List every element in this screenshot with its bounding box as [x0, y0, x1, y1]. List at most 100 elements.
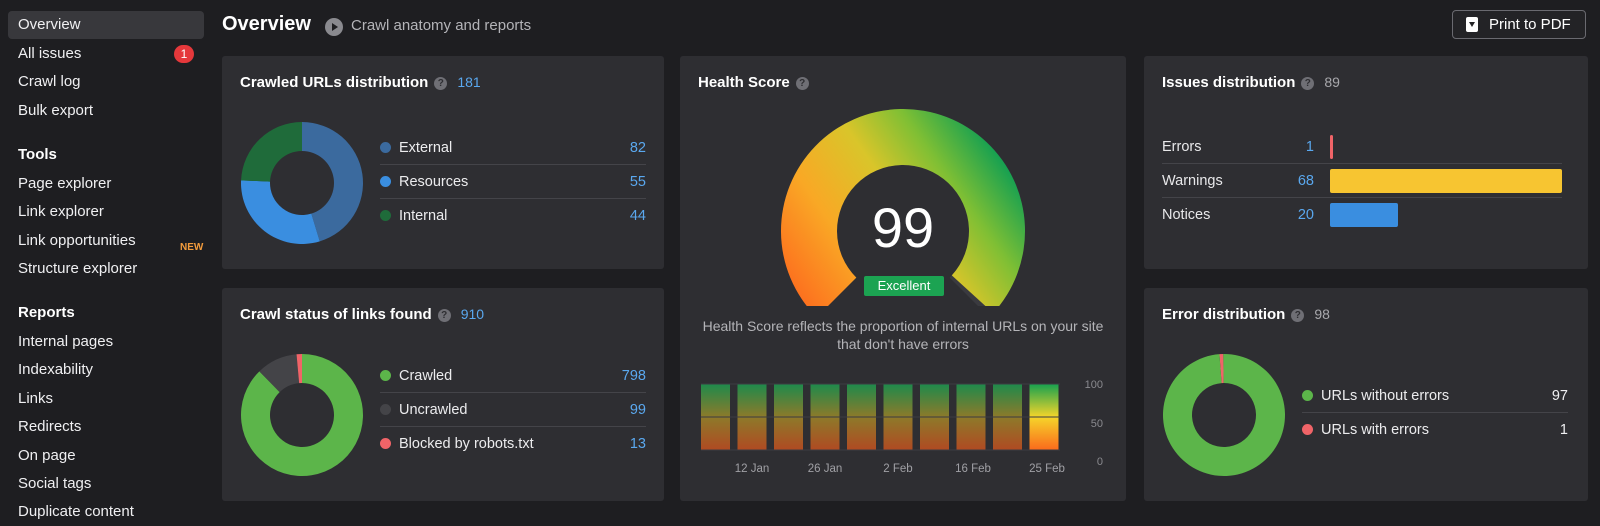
issue-value[interactable]: 1: [1305, 139, 1314, 155]
legend-value[interactable]: 55: [629, 174, 646, 190]
sidebar-item-label: Bulk export: [18, 102, 94, 119]
legend-value[interactable]: 798: [621, 368, 646, 384]
legend-row-resources[interactable]: Resources 55: [380, 165, 646, 199]
card-title-text: Issues distribution: [1162, 74, 1296, 91]
legend-label: URLs with errors: [1321, 422, 1429, 438]
legend-value[interactable]: 1: [1559, 422, 1568, 438]
legend-row-crawled[interactable]: Crawled 798: [380, 359, 646, 393]
history-x-tick: 16 Feb: [955, 463, 991, 475]
legend-label: Blocked by robots.txt: [399, 436, 534, 452]
crawl-status-title: Crawl status of links found? 910: [240, 306, 484, 323]
help-icon[interactable]: ?: [434, 77, 448, 90]
legend-dot: [1302, 424, 1313, 435]
issue-row-errors[interactable]: Errors 1: [1162, 130, 1562, 164]
sidebar-item-duplicate-content[interactable]: Duplicate content: [8, 498, 204, 526]
sidebar-item-structure-explorer[interactable]: Structure explorer: [8, 255, 204, 283]
sidebar-item-label: Internal pages: [18, 333, 114, 350]
help-icon[interactable]: ?: [1291, 309, 1305, 322]
issue-bar[interactable]: [1330, 135, 1333, 159]
history-x-tick: 26 Jan: [808, 463, 843, 475]
legend-row-with-errors[interactable]: URLs with errors 1: [1302, 413, 1568, 447]
legend-dot: [380, 370, 391, 381]
download-file-icon: [1466, 17, 1478, 32]
legend-value[interactable]: 82: [629, 140, 646, 156]
issue-label: Errors: [1162, 139, 1202, 155]
tools-heading: Tools: [18, 146, 57, 163]
legend-value[interactable]: 13: [629, 436, 646, 452]
sidebar-item-link-explorer[interactable]: Link explorer: [8, 198, 204, 226]
history-x-tick: 25 Feb: [1029, 463, 1065, 475]
legend-label: URLs without errors: [1321, 388, 1450, 404]
page-subtitle[interactable]: Crawl anatomy and reports: [351, 17, 532, 34]
card-title-text: Error distribution: [1162, 306, 1286, 323]
sidebar-item-social-tags[interactable]: Social tags: [8, 470, 204, 498]
issue-value[interactable]: 20: [1297, 207, 1314, 223]
sidebar-item-label: All issues: [18, 45, 82, 62]
sidebar-item-all-issues[interactable]: All issues 1: [8, 40, 204, 68]
sidebar-item-redirects[interactable]: Redirects: [8, 413, 204, 441]
health-score-value: 99: [872, 196, 934, 259]
legend-dot: [380, 142, 391, 153]
donut-slice-blocked-by-robots-txt[interactable]: [296, 354, 302, 384]
crawled-urls-total[interactable]: 181: [457, 74, 481, 90]
errors-total: 98: [1314, 306, 1330, 322]
issue-row-notices[interactable]: Notices 20: [1162, 198, 1562, 232]
issue-bar[interactable]: [1330, 169, 1562, 193]
issues-distribution-card: Issues distribution? 89 Errors 1 Warnings 6…: [1144, 56, 1588, 269]
donut-slice-uncrawled[interactable]: [259, 354, 300, 393]
donut-slice-resources[interactable]: [241, 180, 320, 244]
issues-title: Issues distribution? 89: [1162, 74, 1340, 91]
play-icon[interactable]: [325, 18, 343, 36]
legend-row-uncrawled[interactable]: Uncrawled 99: [380, 393, 646, 427]
legend-value[interactable]: 99: [629, 402, 646, 418]
donut-slice-crawled[interactable]: [241, 354, 363, 476]
issues-total: 89: [1324, 74, 1340, 90]
donut-slice-internal[interactable]: [241, 122, 302, 182]
sidebar-item-label: Redirects: [18, 418, 82, 435]
new-tag: NEW: [180, 242, 204, 253]
legend-row-external[interactable]: External 82: [380, 131, 646, 165]
sidebar-item-overview[interactable]: Overview: [8, 11, 204, 39]
sidebar-item-indexability[interactable]: Indexability: [8, 356, 204, 384]
card-title-text: Crawl status of links found: [240, 306, 432, 323]
issue-value[interactable]: 68: [1297, 173, 1314, 189]
help-icon[interactable]: ?: [1301, 77, 1315, 90]
card-title-text: Crawled URLs distribution: [240, 74, 429, 91]
sidebar-item-label: Social tags: [18, 475, 92, 492]
sidebar-item-label: Link explorer: [18, 203, 104, 220]
legend-row-without-errors[interactable]: URLs without errors 97: [1302, 379, 1568, 413]
reports-heading: Reports: [18, 304, 75, 321]
crawled-urls-title: Crawled URLs distribution? 181: [240, 74, 481, 91]
donut-slice-urls-with-errors[interactable]: [1219, 354, 1224, 384]
help-icon[interactable]: ?: [437, 309, 451, 322]
sidebar-item-internal-pages[interactable]: Internal pages: [8, 328, 204, 356]
legend-value[interactable]: 44: [629, 208, 646, 224]
legend-label: Resources: [399, 174, 469, 190]
legend-row-blocked[interactable]: Blocked by robots.txt 13: [380, 427, 646, 461]
crawled-urls-donut: [241, 122, 363, 244]
donut-slice-external[interactable]: [302, 122, 363, 242]
health-score-card: Health Score? 99 Excellent Health Score …: [680, 56, 1126, 501]
health-rating-badge: Excellent: [864, 276, 944, 296]
legend-label: External: [399, 140, 453, 156]
issue-bar[interactable]: [1330, 203, 1398, 227]
legend-dot: [380, 404, 391, 415]
page-title: Overview: [222, 13, 311, 35]
legend-row-internal[interactable]: Internal 44: [380, 199, 646, 233]
health-score-gauge: 99: [781, 109, 1025, 306]
legend-dot: [380, 176, 391, 187]
sidebar-item-on-page[interactable]: On page: [8, 442, 204, 470]
sidebar-item-crawl-log[interactable]: Crawl log: [8, 68, 204, 96]
sidebar-item-bulk-export[interactable]: Bulk export: [8, 97, 204, 125]
crawl-status-total[interactable]: 910: [460, 306, 485, 322]
sidebar-item-label: Overview: [18, 16, 81, 33]
issue-row-warnings[interactable]: Warnings 68: [1162, 164, 1562, 198]
print-to-pdf-button[interactable]: Print to PDF: [1452, 10, 1586, 39]
sidebar-item-link-opportunities[interactable]: Link opportunities NEW: [8, 227, 204, 255]
legend-value[interactable]: 97: [1551, 388, 1568, 404]
help-icon[interactable]: ?: [795, 77, 809, 90]
sidebar-item-label: Crawl log: [18, 73, 81, 90]
sidebar-item-links[interactable]: Links: [8, 385, 204, 413]
donut-slice-urls-without-errors[interactable]: [1163, 354, 1285, 476]
sidebar-item-page-explorer[interactable]: Page explorer: [8, 170, 204, 198]
